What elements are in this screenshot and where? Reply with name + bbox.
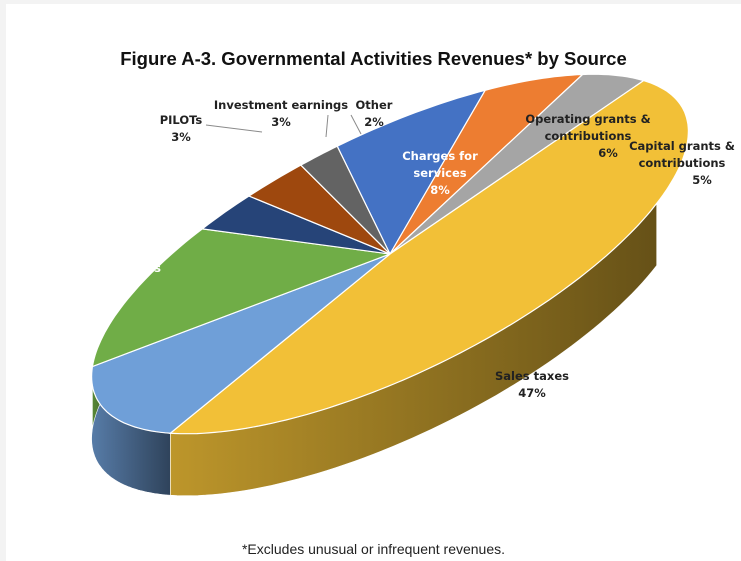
slice-charges-for-services — [336, 89, 487, 256]
leader-line-2 — [325, 114, 329, 138]
label-charges-for-services-line-2: services — [413, 166, 466, 180]
slice-capital-grants-contributions — [389, 73, 645, 255]
label-capital-grants-contributions-line-1: Capital grants & — [629, 139, 735, 153]
label-other-taxes: Other taxes — [165, 180, 241, 194]
value-label-investment-earnings: 3% — [271, 115, 291, 129]
slice-sales-taxes — [168, 79, 690, 435]
slice-pilots — [200, 195, 391, 255]
value-label-charges-for-services: 8% — [430, 183, 450, 197]
pie-top — [90, 73, 690, 435]
pie-chart: Charges for services 8% Operating grants & c… — [65, 73, 735, 496]
value-label-sales-taxes: 47% — [518, 386, 546, 400]
figure: Figure A-3. Governmental Activities Reve… — [6, 4, 741, 561]
slice-labels: Charges for services 8% Operating grants & c… — [65, 98, 735, 400]
slice-investment-earnings — [247, 164, 391, 255]
slice-other — [299, 145, 391, 255]
label-operating-grants-contributions-line-1: Operating grants & — [525, 112, 650, 126]
slice-other-taxes — [91, 228, 391, 368]
leader-line-1 — [205, 124, 263, 133]
value-label-other: 2% — [364, 115, 384, 129]
slice-property-taxes — [90, 253, 391, 434]
label-capital-grants-contributions-line-2: contributions — [639, 156, 726, 170]
value-label-other-taxes: 13% — [189, 197, 217, 211]
value-label-operating-grants-contributions: 6% — [598, 146, 618, 160]
label-property-taxes: Property taxes — [65, 261, 161, 275]
value-label-capital-grants-contributions: 5% — [692, 173, 712, 187]
value-label-property-taxes: 13% — [99, 278, 127, 292]
value-label-pilots: 3% — [171, 130, 191, 144]
label-pilots: PILOTs — [160, 113, 203, 127]
label-investment-earnings: Investment earnings — [214, 98, 348, 112]
label-operating-grants-contributions-line-2: contributions — [545, 129, 632, 143]
chart-title: Figure A-3. Governmental Activities Reve… — [120, 48, 627, 69]
label-sales-taxes: Sales taxes — [495, 369, 569, 383]
leader-line-3 — [350, 114, 362, 135]
chart-footnote: *Excludes unusual or infrequent revenues… — [241, 541, 506, 557]
label-charges-for-services-line-1: Charges for — [402, 149, 478, 163]
label-other: Other — [356, 98, 393, 112]
